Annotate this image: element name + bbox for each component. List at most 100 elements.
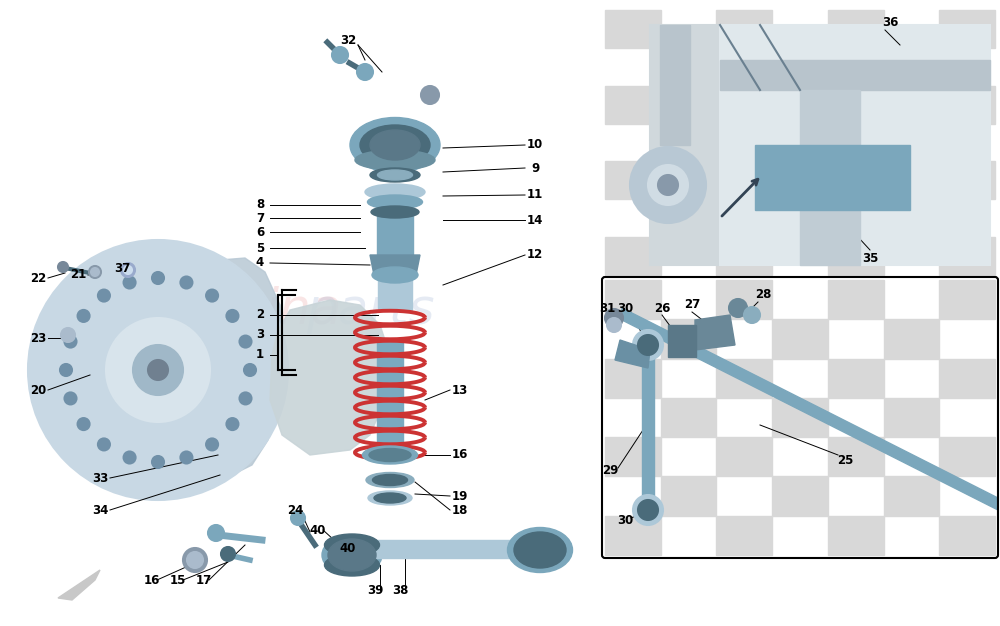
Text: officina: officina — [158, 286, 342, 334]
Bar — [884, 319, 939, 359]
Bar — [772, 476, 828, 516]
Circle shape — [648, 165, 688, 205]
Text: 13: 13 — [452, 384, 468, 396]
Text: 3: 3 — [256, 329, 264, 342]
Text: 30: 30 — [617, 513, 633, 526]
Circle shape — [65, 336, 77, 347]
Bar — [605, 10, 995, 275]
Circle shape — [630, 147, 706, 223]
Bar — [716, 280, 772, 319]
Text: 6: 6 — [256, 225, 264, 239]
Circle shape — [65, 393, 77, 404]
Polygon shape — [615, 340, 650, 368]
Bar — [716, 10, 772, 48]
Circle shape — [638, 500, 658, 520]
Text: 23: 23 — [30, 332, 46, 344]
Text: 29: 29 — [602, 463, 618, 476]
Circle shape — [148, 360, 168, 380]
Bar — [661, 476, 716, 516]
Text: 17: 17 — [196, 573, 212, 587]
Bar — [642, 350, 654, 505]
Text: 27: 27 — [684, 299, 700, 312]
Ellipse shape — [362, 446, 418, 464]
Text: 39: 39 — [367, 583, 383, 597]
Circle shape — [226, 418, 238, 430]
Circle shape — [291, 511, 305, 525]
Ellipse shape — [372, 475, 408, 486]
Bar — [772, 48, 828, 86]
Bar — [884, 476, 939, 516]
Bar — [661, 123, 716, 162]
Circle shape — [61, 328, 75, 342]
Bar — [884, 398, 939, 437]
Circle shape — [607, 318, 621, 332]
Text: 22: 22 — [30, 272, 46, 284]
Polygon shape — [208, 258, 282, 475]
Text: 32: 32 — [340, 34, 356, 46]
Bar — [939, 162, 995, 199]
Polygon shape — [370, 255, 420, 275]
Bar — [661, 199, 716, 237]
Circle shape — [60, 364, 72, 376]
Polygon shape — [695, 315, 735, 350]
Circle shape — [106, 318, 210, 422]
Circle shape — [221, 547, 235, 561]
Text: 25: 25 — [837, 453, 853, 466]
Polygon shape — [720, 25, 990, 265]
Bar — [377, 215, 413, 255]
Text: 38: 38 — [392, 583, 408, 597]
Text: parts: parts — [306, 286, 434, 334]
Bar — [828, 10, 884, 48]
Text: 28: 28 — [755, 289, 771, 302]
Bar — [772, 123, 828, 162]
Bar — [755, 145, 910, 210]
Circle shape — [633, 330, 663, 360]
Circle shape — [133, 345, 183, 395]
Circle shape — [124, 277, 136, 289]
Bar — [605, 437, 661, 476]
Text: 37: 37 — [114, 262, 130, 274]
Polygon shape — [270, 300, 390, 455]
Circle shape — [183, 548, 207, 572]
Ellipse shape — [328, 539, 376, 571]
Circle shape — [244, 364, 256, 376]
Bar — [939, 10, 995, 48]
Ellipse shape — [378, 170, 413, 180]
Circle shape — [206, 290, 218, 302]
Bar — [642, 350, 654, 505]
Bar — [377, 340, 403, 450]
Circle shape — [28, 240, 288, 500]
Ellipse shape — [360, 125, 430, 165]
Circle shape — [239, 393, 251, 404]
Text: 33: 33 — [92, 471, 108, 485]
Bar — [378, 280, 412, 310]
Ellipse shape — [350, 118, 440, 173]
Bar — [828, 437, 884, 476]
Ellipse shape — [324, 554, 380, 576]
Bar — [377, 215, 413, 255]
Ellipse shape — [374, 493, 406, 503]
Text: 10: 10 — [527, 138, 543, 151]
Circle shape — [180, 277, 192, 289]
Bar — [605, 237, 661, 275]
Circle shape — [332, 47, 348, 63]
Polygon shape — [650, 25, 720, 265]
Polygon shape — [660, 25, 690, 145]
Ellipse shape — [508, 528, 572, 573]
Bar — [668, 325, 696, 357]
Bar — [772, 398, 828, 437]
Bar — [828, 162, 884, 199]
Circle shape — [124, 266, 132, 274]
Bar — [378, 280, 412, 310]
Bar — [668, 325, 696, 357]
Circle shape — [124, 451, 136, 463]
Text: 15: 15 — [170, 573, 186, 587]
Text: 20: 20 — [30, 384, 46, 396]
Text: 9: 9 — [531, 162, 539, 175]
Ellipse shape — [370, 168, 420, 182]
Bar — [884, 123, 939, 162]
Ellipse shape — [324, 534, 380, 556]
Circle shape — [78, 310, 90, 322]
Bar — [605, 10, 661, 48]
Text: 14: 14 — [527, 213, 543, 227]
